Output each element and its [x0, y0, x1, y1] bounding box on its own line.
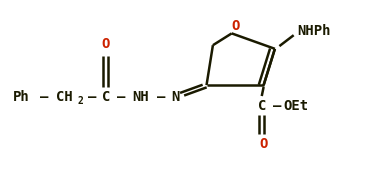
Text: 2: 2	[78, 96, 84, 107]
Text: C: C	[102, 90, 110, 104]
Text: CH: CH	[56, 90, 73, 104]
Text: O: O	[259, 137, 268, 151]
Text: —: —	[273, 99, 281, 113]
Text: —: —	[40, 90, 48, 104]
Text: O: O	[231, 19, 240, 33]
Text: NH: NH	[132, 90, 149, 104]
Text: Ph: Ph	[13, 90, 30, 104]
Text: C: C	[257, 99, 266, 113]
Text: N: N	[171, 90, 179, 104]
Text: O: O	[102, 37, 110, 51]
Text: —: —	[118, 90, 126, 104]
Text: —: —	[88, 90, 96, 104]
Text: OEt: OEt	[283, 99, 308, 113]
Text: —: —	[157, 90, 166, 104]
Text: NHPh: NHPh	[297, 24, 331, 38]
